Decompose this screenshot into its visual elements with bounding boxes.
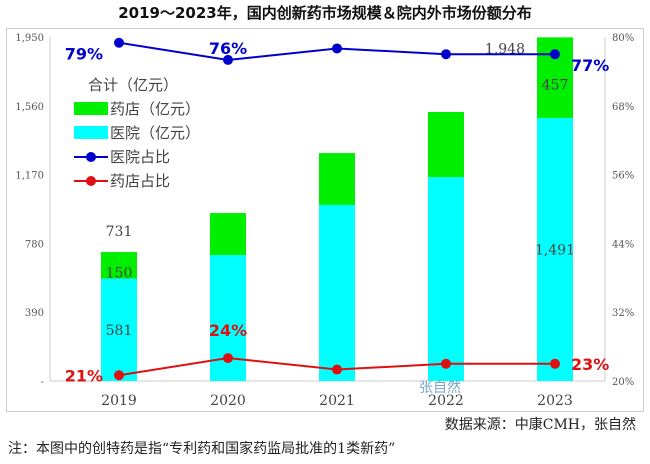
hospital-value-label: 1,491 bbox=[535, 242, 575, 258]
right-tick-label: 32% bbox=[612, 308, 634, 319]
x-tick-label: 2022 bbox=[428, 393, 464, 409]
pharmacy-share-label: 23% bbox=[571, 355, 609, 374]
bar-hospital bbox=[101, 278, 137, 381]
bar-hospital bbox=[428, 177, 464, 381]
chart-title: 2019～2023年，国内创新药市场规模＆院内外市场份额分布 bbox=[118, 4, 532, 22]
right-tick-label: 20% bbox=[612, 377, 634, 388]
total-value-label: 731 bbox=[106, 224, 133, 240]
pharmacy-share-label: 24% bbox=[209, 321, 247, 340]
pharmacy-share-label: 21% bbox=[65, 366, 103, 385]
right-tick-label: 80% bbox=[612, 33, 634, 44]
bar-hospital bbox=[319, 204, 355, 381]
x-tick-label: 2020 bbox=[210, 393, 246, 409]
legend-swatch bbox=[74, 102, 108, 115]
footnote: 注：本图中的创特药是指“专利药和国家药监局批准的1类新药” bbox=[8, 441, 396, 457]
hospital-share-point bbox=[332, 43, 342, 54]
hospital-share-point bbox=[441, 49, 451, 60]
legend-swatch bbox=[74, 126, 108, 139]
bar-pharmacy bbox=[319, 153, 355, 205]
legend-label: 药店占比 bbox=[110, 172, 170, 190]
right-tick-label: 68% bbox=[612, 102, 634, 113]
legend-total-label: 合计（亿元） bbox=[88, 76, 178, 94]
pharmacy-share-point bbox=[550, 358, 560, 369]
bar-pharmacy bbox=[210, 213, 246, 256]
left-tick-label: 1,170 bbox=[15, 171, 44, 182]
right-tick-label: 44% bbox=[612, 239, 634, 250]
hospital-value-label: 581 bbox=[106, 323, 133, 339]
legend-label: 药店（亿元） bbox=[110, 100, 200, 118]
bar-pharmacy bbox=[428, 111, 464, 178]
left-tick-label: 1,950 bbox=[15, 33, 44, 44]
legend-marker bbox=[86, 176, 96, 186]
hospital-share-point bbox=[114, 37, 124, 48]
left-tick-label: 390 bbox=[25, 308, 44, 319]
x-tick-label: 2023 bbox=[537, 393, 573, 409]
pharmacy-share-point bbox=[223, 353, 233, 364]
legend-label: 医院占比 bbox=[110, 148, 170, 166]
watermark: 张自然 bbox=[419, 379, 461, 396]
hospital-share-point bbox=[550, 49, 560, 60]
source-note: 数据来源：中康CMH，张自然 bbox=[444, 417, 636, 433]
right-tick-label: 56% bbox=[612, 171, 634, 182]
legend-label: 医院（亿元） bbox=[110, 124, 200, 142]
pharmacy-share-point bbox=[332, 364, 342, 375]
pharmacy-share-point bbox=[114, 370, 124, 381]
bar-pharmacy bbox=[101, 252, 137, 279]
hospital-share-label: 76% bbox=[209, 39, 247, 58]
left-tick-label: 1,560 bbox=[15, 102, 44, 113]
pharmacy-value-label: 150 bbox=[106, 265, 133, 281]
pharmacy-share-point bbox=[441, 358, 451, 369]
chart-frame bbox=[6, 28, 644, 412]
bar-hospital bbox=[537, 117, 573, 382]
hospital-share-label: 79% bbox=[65, 45, 103, 64]
hospital-share-point bbox=[223, 54, 233, 65]
pharmacy-value-label: 457 bbox=[542, 78, 569, 94]
left-tick-label: - bbox=[41, 377, 44, 388]
x-tick-label: 2019 bbox=[101, 393, 137, 409]
hospital-share-label: 77% bbox=[571, 56, 609, 75]
left-tick-label: 780 bbox=[25, 239, 44, 250]
x-tick-label: 2021 bbox=[319, 393, 355, 409]
legend-marker bbox=[86, 152, 96, 162]
